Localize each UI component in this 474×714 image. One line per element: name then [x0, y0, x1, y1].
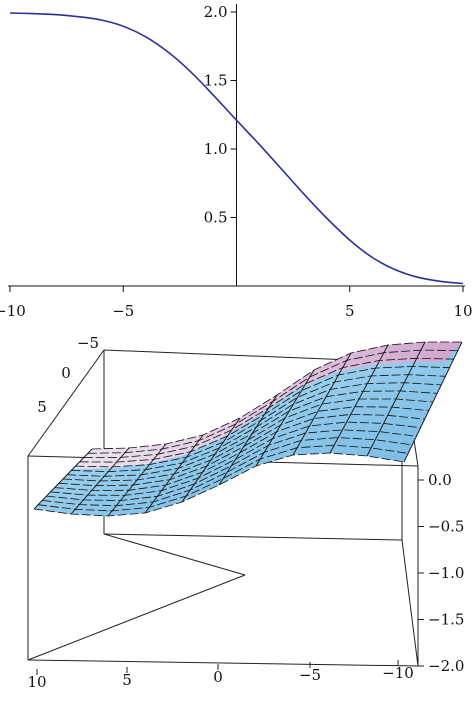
z-tick-label: −2.0 [428, 657, 464, 675]
mesh-line [38, 444, 409, 512]
y-tick-label: 2.0 [204, 3, 228, 21]
y-tick-label: 1.5 [204, 72, 228, 90]
mesh-line [62, 398, 434, 482]
x-tick-label: 10 [27, 673, 46, 691]
surface-fill [34, 342, 462, 516]
mesh-line [83, 357, 454, 458]
mesh-line [91, 341, 462, 450]
box-edge [103, 533, 403, 541]
x-tick-label: 0 [213, 668, 223, 686]
y-tick-label: 0.5 [204, 209, 228, 227]
mesh-line [75, 374, 446, 468]
series-line [9, 12, 464, 285]
z-tick-label: 0.0 [428, 471, 452, 489]
z-tick-label: −1.5 [428, 611, 464, 629]
x-tick-label: −10 [0, 302, 26, 320]
x-tick-label: 10 [453, 302, 472, 320]
x-tick-label: −10 [382, 664, 414, 682]
mesh-line [87, 349, 458, 454]
z-tick-label: −0.5 [428, 518, 464, 536]
z-tick-label: −1.0 [428, 564, 464, 582]
mesh-line [79, 365, 450, 463]
box-edge [27, 659, 419, 667]
x-tick-label: 5 [122, 671, 132, 689]
line-plot: −10 −5 5 10 0.5 1.0 1.5 2.0 [0, 3, 473, 320]
mesh-line [42, 437, 413, 507]
mesh-line [71, 382, 442, 473]
x-tick-label: −5 [112, 302, 134, 320]
mesh-line [50, 421, 421, 496]
mesh-line [292, 352, 352, 456]
surface-plot: 0.0−0.5−1.0−1.5−2.010 5 0 −5 −10−505 [27, 334, 464, 691]
surface-ridge [74, 342, 462, 469]
mesh-line [33, 452, 405, 517]
mesh-line [67, 390, 438, 477]
x-tick-label: −5 [299, 666, 321, 684]
y-tick-label: −5 [77, 334, 99, 352]
box-edge [401, 539, 419, 667]
mesh-line [46, 429, 417, 502]
mesh-line [54, 413, 425, 491]
y-tick-label: 5 [37, 398, 47, 416]
x-tick-label: 5 [345, 302, 355, 320]
box-edge [103, 533, 246, 576]
box-edge [27, 574, 246, 661]
mesh-line [58, 406, 429, 487]
y-tick-label: 1.0 [204, 140, 228, 158]
y-tick-label: 0 [61, 364, 71, 382]
box-edge [27, 349, 105, 457]
